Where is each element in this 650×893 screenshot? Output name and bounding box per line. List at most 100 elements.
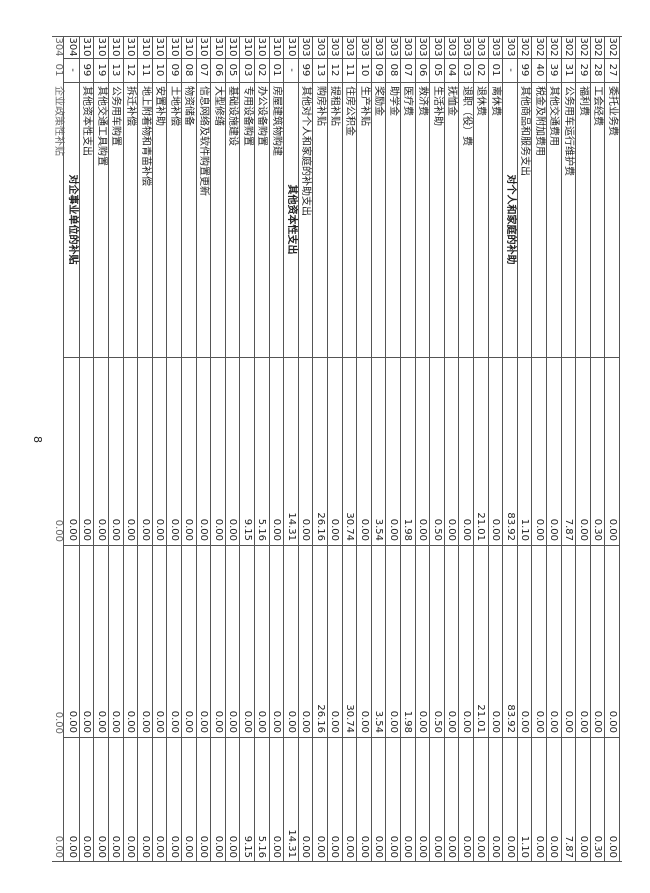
item-code-cell: 12 [327,58,342,83]
project-expense-cell: 0.00 [373,835,385,858]
item-name-cell: 房屋建筑物购建 [268,82,284,358]
project-expense-cell: 0.30 [592,835,604,858]
basic-expense-cell: 0.00 [195,546,211,738]
basic-expense-cell: 0.50 [429,546,444,738]
item-name-cell: 救济费 [414,82,430,358]
total-amount-cell: 5.16 [254,358,269,546]
class-code-cell: 302 [516,36,532,59]
basic-expense-cell: 0.00 [487,546,503,738]
total-amount-cell: 0.30 [589,358,605,546]
item-code-cell: 09 [166,58,181,83]
item-name-cell: 信息网络及软件购置更新 [195,82,211,358]
total-amount-cell: 0.00 [458,358,473,546]
project-expense-cell: 0.00 [577,835,589,858]
table-row: 303 02 退休费 21.01 21.01 0.00 [473,36,489,862]
table-row: 304 01 企业政策性补贴 0.00 0.00 0.00 [51,36,66,862]
project-expense-cell: 0.00 [606,835,618,858]
item-name-cell: 公务用车运行维护费 [560,82,576,358]
class-code-cell: 303 [341,36,357,59]
item-name-cell: 企业政策性补贴 [52,86,64,156]
basic-expense-cell: 0.00 [224,546,240,738]
basic-expense-cell: 0.00 [78,546,94,738]
basic-expense-cell: 0.00 [239,546,254,738]
item-name-cell: 其他商品和服务支出 [516,82,532,358]
table-row: 302 28 工会经费 0.30 0.00 0.30 [589,36,606,862]
item-name-cell: 医疗费 [400,82,415,358]
table-row: 310 08 物资储备 0.00 0.00 0.00 [181,36,197,862]
class-code-cell: 302 [531,36,546,59]
table-row: 310 19 其他交通工具购置 0.00 0.00 0.00 [93,36,109,862]
project-expense-cell: 0.00 [300,835,312,858]
item-name-cell: 基础设施建设 [224,82,240,358]
class-code-cell: 310 [151,36,167,59]
project-expense-cell: 0.00 [489,835,501,858]
table-row: 310 11 地上附着物和青苗补偿 0.00 0.00 0.00 [137,36,153,862]
item-code-cell: 29 [575,58,590,83]
table-row: 303 07 医疗费 1.98 1.98 0.00 [400,36,416,862]
item-code-cell: 09 [370,58,386,83]
basic-expense-cell: 0.00 [414,546,430,738]
class-code-cell: 303 [400,36,415,59]
project-expense-cell: 9.15 [241,835,253,858]
total-amount-cell: 0.00 [52,519,64,542]
item-code-cell: 01 [487,58,503,83]
project-expense-cell: 0.00 [81,835,93,858]
table-row: 310 03 专用设备购置 9.15 0.00 9.15 [239,36,255,862]
project-expense-cell: 0.00 [227,835,239,858]
project-expense-cell: 0.00 [154,835,166,858]
basic-expense-cell: 0.00 [210,546,225,738]
project-expense-cell: 0.00 [197,835,209,858]
class-code-cell: 302 [546,36,561,59]
table-row: 303 01 离休费 0.00 0.00 0.00 [487,36,504,862]
item-code-cell: - [502,58,517,83]
table-row: 302 27 委托业务费 0.00 0.00 0.00 [604,36,620,862]
basic-expense-cell: 0.00 [64,546,79,738]
item-code-cell: 12 [122,58,138,83]
project-expense-cell: 0.00 [343,835,355,858]
item-code-cell: 10 [356,58,371,83]
table-row: 310 12 拆迁补偿 0.00 0.00 0.00 [122,36,139,862]
project-expense-cell: 0.00 [431,835,443,858]
class-code-cell: 303 [443,36,459,59]
project-expense-cell: 0.00 [124,835,136,858]
basic-expense-cell: 0.00 [151,546,167,738]
basic-expense-cell: 0.00 [254,546,269,738]
basic-expense-cell: 21.01 [473,546,488,738]
project-expense-cell: 0.00 [314,835,326,858]
project-expense-cell: 0.00 [95,835,107,858]
class-code-cell: 303 [502,36,517,59]
total-amount-cell: 1.98 [400,358,415,546]
item-name-cell: 办公设备购置 [254,82,269,358]
item-name-cell: 生活补助 [429,82,444,358]
table-row: 303 06 救济费 0.00 0.00 0.00 [414,36,431,862]
class-code-cell: 310 [108,36,123,59]
class-code-cell: 310 [268,36,284,59]
item-name-cell: 委托业务费 [604,82,619,358]
basic-expense-cell: 0.00 [575,546,590,738]
item-code-cell: 05 [429,58,444,83]
project-expense-cell: 0.00 [387,835,399,858]
total-amount-cell: 1.10 [516,358,532,546]
project-expense-cell: 0.00 [358,835,370,858]
project-expense-cell: 0.00 [329,835,341,858]
class-code-cell: 310 [93,36,108,59]
item-name-cell: 抚恤金 [443,82,459,358]
project-expense-cell: 0.00 [504,835,516,858]
class-code-cell: 310 [181,36,196,59]
item-name-cell: 对个人和家庭的补助 [502,82,517,358]
class-code-cell: 302 [560,36,576,59]
total-amount-cell: 0.00 [414,358,430,546]
item-name-cell: 地上附着物和青苗补偿 [137,82,152,358]
budget-table: 302 27 委托业务费 0.00 0.00 0.00 302 28 工会经费 0.30 0.00 0… [52,36,622,862]
basic-expense-cell: 0.00 [137,546,152,738]
item-name-cell: 住房公积金 [341,82,357,358]
total-amount-cell: 30.74 [341,358,357,546]
class-code-cell: 310 [210,36,225,59]
table-row: 302 40 税金及附加费用 0.00 0.00 0.00 [531,36,547,862]
basic-expense-cell: 0.00 [122,546,138,738]
total-amount-cell: 0.00 [531,358,546,546]
class-code-cell: 310 [166,36,181,59]
table-row: 303 05 生活补助 0.50 0.50 0.00 [429,36,445,862]
table-row: 303 99 其他对个人和家庭的补助支出 0.00 0.00 0.00 [297,36,314,862]
total-amount-cell: 0.00 [575,358,590,546]
